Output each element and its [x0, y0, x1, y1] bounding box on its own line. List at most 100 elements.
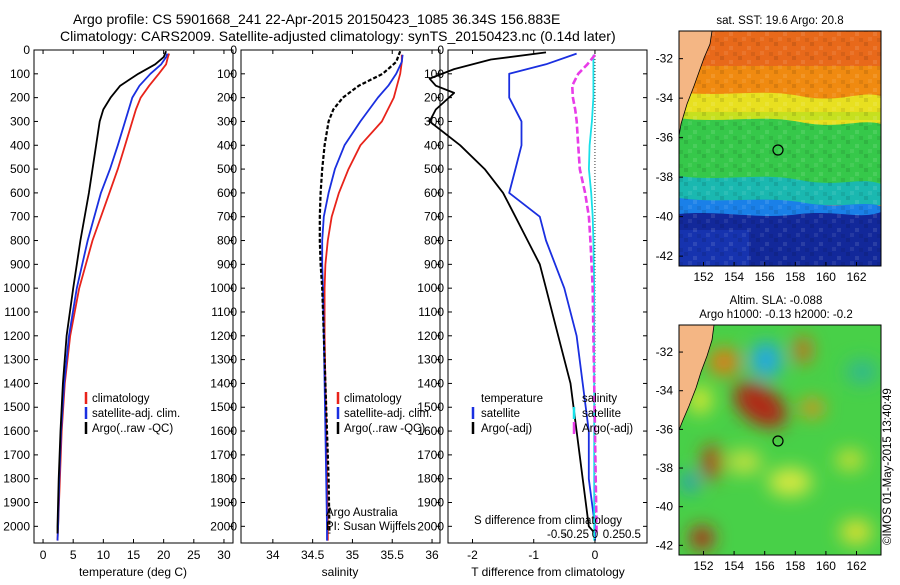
lon-tick-label: 160 — [816, 270, 836, 284]
depth-tick-label: 400 — [10, 138, 30, 152]
depth-tick-label: 1700 — [210, 448, 237, 462]
depth-tick-label: 500 — [10, 162, 30, 176]
salinity-legend: climatology satellite-adj. clim. Argo(..… — [336, 392, 432, 435]
x-tick-label: 0 — [40, 548, 47, 562]
x-tick-label: 30 — [217, 548, 231, 562]
depth-tick-label: 300 — [217, 114, 237, 128]
depth-tick-label: 0 — [23, 43, 30, 57]
legend-s-satellite: satellite — [582, 408, 621, 420]
depth-tick-label: 300 — [424, 114, 444, 128]
sst-map-title: sat. SST: 19.6 Argo: 20.8 — [716, 15, 843, 27]
legend-climatology: climatology — [344, 393, 402, 405]
depth-tick-label: 200 — [10, 91, 30, 105]
series-line-s-satellite — [588, 54, 596, 541]
legend-t-satellite: satellite — [481, 408, 520, 420]
depth-tick-label: 1400 — [417, 376, 444, 390]
legend-argo: Argo(..raw -QC) — [344, 423, 425, 435]
s-diff-tick-label: -0.25 — [563, 529, 589, 541]
depth-tick-label: 700 — [217, 210, 237, 224]
temperature-panel: 0 5 10 15 20 25 30 0 100 200 300 400 500 600 700 800 90… — [3, 43, 234, 579]
depth-tick-label: 1800 — [3, 472, 30, 486]
difference-xlabel: T difference from climatology — [471, 565, 625, 579]
depth-tick-label: 1200 — [210, 329, 237, 343]
depth-tick-label: 700 — [10, 210, 30, 224]
sla-map-frame — [678, 324, 882, 556]
depth-tick-label: 500 — [424, 162, 444, 176]
depth-tick-label: 2000 — [3, 519, 30, 533]
lat-tick-label: -38 — [656, 170, 674, 184]
depth-tick-label: 400 — [217, 138, 237, 152]
series-line-argo-raw-qc- — [318, 50, 402, 534]
lat-tick-label: -40 — [656, 500, 674, 514]
legend-climatology: climatology — [92, 393, 150, 405]
depth-tick-label: 1800 — [210, 472, 237, 486]
lat-tick-label: -34 — [656, 384, 674, 398]
depth-tick-label: 1500 — [417, 400, 444, 414]
depth-tick-label: 600 — [424, 186, 444, 200]
depth-tick-label: 500 — [217, 162, 237, 176]
series-line-satellite-adj-clim- — [321, 54, 404, 541]
lat-tick-label: -36 — [656, 131, 674, 145]
salinity-panel: 34 34.5 35 35.5 36 0100200300400500600700800… — [210, 43, 441, 579]
lon-tick-label: 154 — [724, 559, 744, 573]
sla-map: Altim. SLA: -0.088 Argo h1000: -0.13 h20… — [656, 295, 882, 573]
legend-satellite-adj: satellite-adj. clim. — [344, 408, 432, 420]
temperature-axes-frame — [33, 49, 234, 544]
x-tick-label: 34 — [266, 548, 280, 562]
depth-tick-label: 1100 — [4, 305, 30, 319]
lat-tick-label: -32 — [656, 52, 674, 66]
temperature-legend: climatology satellite-adj. clim. Argo(..… — [84, 392, 180, 435]
lat-tick-label: -36 — [656, 422, 674, 436]
depth-tick-label: 1600 — [3, 424, 30, 438]
x-tick-label: 0 — [592, 548, 599, 562]
argo-australia-note: Argo Australia — [326, 507, 398, 519]
depth-tick-label: 800 — [217, 234, 237, 248]
depth-tick-label: 900 — [10, 257, 30, 271]
figure-title-line2: Climatology: CARS2009. Satellite-adjuste… — [60, 28, 616, 44]
depth-tick-label: 1100 — [418, 305, 444, 319]
lon-tick-label: 162 — [846, 559, 866, 573]
depth-tick-label: 1000 — [417, 281, 444, 295]
lon-tick-label: 158 — [785, 559, 805, 573]
sst-map: sat. SST: 19.6 Argo: 20.8 152 154 156 158 16… — [656, 15, 882, 284]
lat-tick-label: -40 — [656, 210, 674, 224]
pi-note: PI: Susan Wijffels — [326, 521, 416, 533]
lon-tick-label: 152 — [693, 559, 713, 573]
x-tick-label: 35 — [346, 548, 360, 562]
x-tick-label: 36 — [425, 548, 439, 562]
x-tick-label: 15 — [127, 548, 141, 562]
depth-tick-label: 1300 — [417, 353, 444, 367]
s-diff-tick-label: -0.5 — [547, 529, 567, 541]
figure-title-line1: Argo profile: CS 5901668_241 22-Apr-2015… — [73, 11, 560, 27]
legend-s-argo: Argo(-adj) — [582, 423, 633, 435]
salinity-xlabel: salinity — [322, 565, 359, 579]
lat-tick-label: -34 — [656, 91, 674, 105]
sst-float-marker — [772, 144, 784, 156]
depth-tick-label: 1100 — [211, 305, 237, 319]
depth-tick-label: 600 — [10, 186, 30, 200]
depth-tick-label: 1800 — [417, 472, 444, 486]
depth-tick-label: 800 — [424, 234, 444, 248]
difference-panel: -2 -1 0 0 100 200 300 400 500 600 700 800 900 1000 11… — [417, 43, 648, 579]
lon-tick-label: 156 — [755, 270, 775, 284]
depth-tick-label: 900 — [217, 257, 237, 271]
depth-tick-label: 200 — [217, 91, 237, 105]
series-line-s-argo-adj- — [570, 53, 598, 534]
x-tick-label: 20 — [157, 548, 171, 562]
coastline-land — [679, 31, 713, 137]
legend-satellite-adj: satellite-adj. clim. — [92, 408, 180, 420]
depth-tick-label: 800 — [10, 234, 30, 248]
lat-tick-label: -42 — [656, 538, 674, 552]
depth-tick-label: 1200 — [3, 329, 30, 343]
depth-tick-label: 100 — [424, 67, 444, 81]
s-diff-tick-label: 0 — [592, 529, 598, 541]
x-tick-label: 35.5 — [381, 548, 405, 562]
x-tick-label: -1 — [528, 548, 539, 562]
s-diff-tick-label: 0.5 — [625, 529, 641, 541]
lat-tick-label: -42 — [656, 249, 674, 263]
depth-tick-label: 1400 — [210, 376, 237, 390]
depth-tick-label: 1600 — [417, 424, 444, 438]
salinity-axes-frame — [240, 49, 441, 544]
s-diff-tick-label: 0.25 — [603, 529, 625, 541]
temperature-xlabel: temperature (deg C) — [79, 565, 187, 579]
